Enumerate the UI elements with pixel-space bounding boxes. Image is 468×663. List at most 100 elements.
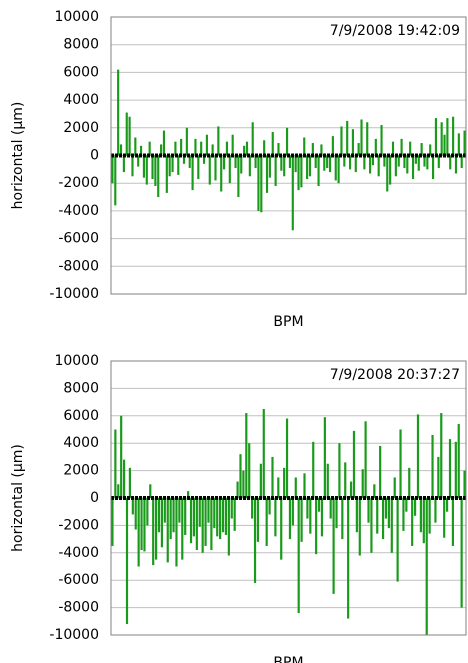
bar (265, 155, 269, 193)
annotation: 7/9/2008 19:42:09 (330, 23, 460, 39)
bar (189, 498, 193, 544)
bar (400, 138, 403, 156)
bar (162, 130, 166, 156)
bar (428, 498, 431, 534)
bar (181, 498, 184, 560)
bar (391, 141, 395, 156)
bar (119, 144, 123, 156)
bar (402, 498, 405, 531)
bar (361, 469, 364, 498)
bar (323, 155, 326, 171)
bar (288, 155, 292, 168)
bar (408, 467, 411, 498)
y-tick-label: 2000 (63, 120, 99, 136)
bar (185, 127, 188, 156)
bar (417, 155, 420, 171)
bar (440, 122, 443, 156)
bar (245, 413, 248, 498)
bar (197, 155, 200, 180)
bar (423, 155, 426, 167)
bar (411, 498, 414, 546)
bar (280, 498, 283, 560)
bar (207, 498, 210, 523)
bar (373, 484, 376, 498)
bar (195, 498, 198, 551)
bar (297, 498, 300, 614)
bar (337, 155, 340, 184)
bar (114, 155, 117, 206)
bar (111, 498, 114, 546)
bar (263, 140, 266, 156)
bar (416, 414, 420, 498)
bar (140, 498, 143, 551)
y-tick-label: -10000 (49, 627, 99, 643)
bar (454, 441, 457, 498)
bar (131, 155, 134, 177)
bar (374, 138, 377, 156)
bar (394, 155, 397, 177)
bar (348, 155, 352, 170)
bar (277, 143, 280, 156)
bar (460, 155, 463, 168)
bar (434, 498, 437, 523)
bar (357, 143, 360, 156)
bar (151, 155, 154, 180)
bar (251, 498, 254, 519)
bar (248, 443, 251, 498)
bar (291, 155, 294, 231)
bar (437, 155, 440, 168)
bar (256, 498, 260, 542)
bar (351, 129, 354, 156)
bar (352, 430, 356, 498)
bar (376, 498, 379, 534)
y-tick-label: 0 (90, 148, 99, 164)
bar (431, 434, 434, 498)
bar (280, 155, 283, 171)
bar (224, 498, 228, 535)
bar (463, 130, 466, 156)
bar (248, 155, 251, 177)
bar (300, 155, 303, 188)
bar (426, 155, 429, 170)
bar (340, 126, 343, 156)
x-axis-label: BPM (273, 314, 303, 330)
bar (152, 498, 155, 566)
bar (262, 408, 265, 498)
y-tick-label: 6000 (63, 64, 99, 80)
bar (165, 155, 168, 193)
bar (315, 498, 318, 555)
bar (386, 155, 389, 192)
bar (198, 498, 201, 527)
bar (291, 498, 294, 526)
bar (143, 498, 146, 552)
bar (145, 155, 148, 185)
bar (334, 155, 337, 181)
bar (414, 155, 417, 164)
bar (314, 155, 317, 168)
bar (383, 155, 386, 167)
bar (320, 144, 323, 156)
bar (288, 498, 292, 540)
bar (309, 498, 312, 534)
bar (168, 155, 171, 177)
bar (180, 138, 183, 156)
bar (268, 498, 271, 515)
bar (228, 155, 231, 184)
bar (449, 155, 452, 170)
bar (243, 145, 246, 156)
bar (125, 498, 129, 625)
y-tick-label: 6000 (63, 408, 99, 424)
bar (377, 155, 380, 177)
bar (200, 141, 203, 156)
bar (245, 141, 249, 156)
bar (323, 417, 326, 498)
bar (300, 498, 303, 542)
bar (285, 127, 289, 156)
bar (379, 445, 382, 498)
bar (227, 498, 230, 556)
bar (240, 155, 243, 174)
bar (265, 498, 268, 546)
y-tick-label: -8000 (58, 258, 99, 274)
bar (219, 498, 222, 540)
bar (331, 136, 334, 156)
